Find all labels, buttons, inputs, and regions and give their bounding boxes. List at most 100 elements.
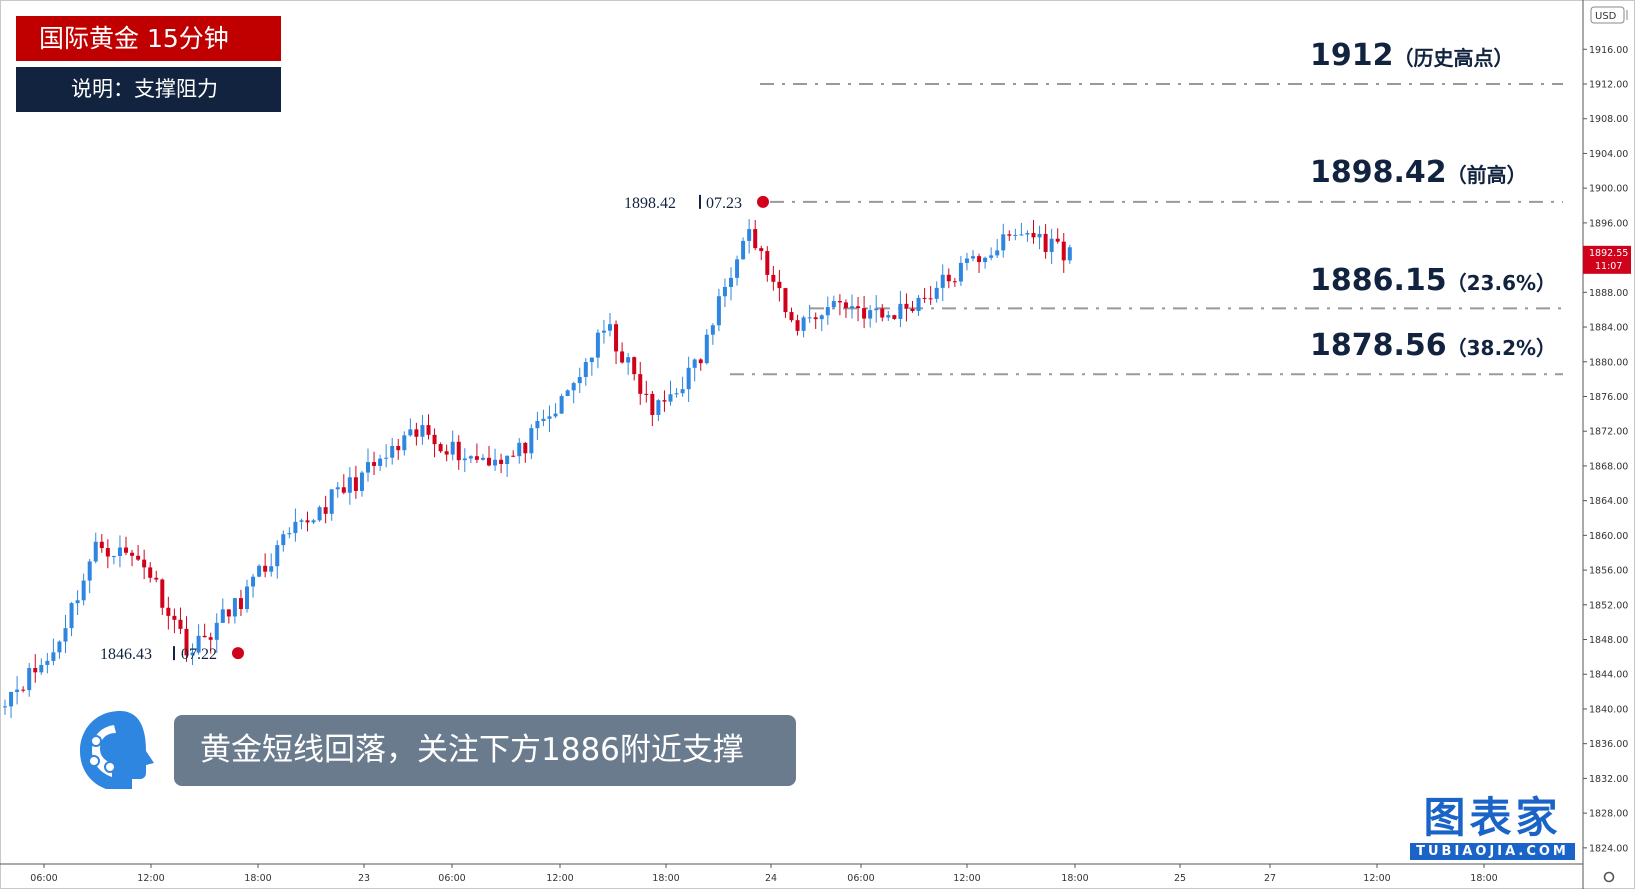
currency-box <box>1590 6 1625 24</box>
candle-body <box>983 257 988 263</box>
candle-body <box>45 660 50 665</box>
level-label-1912: 1912（历史高点） <box>1310 38 1514 73</box>
candle-body <box>517 442 522 457</box>
last-price-value: 1892.55 <box>1589 248 1628 259</box>
candle-body <box>456 441 461 461</box>
candle-body <box>831 301 836 308</box>
high-marker-price: 1898.42 <box>624 195 676 212</box>
candle-body <box>783 288 788 313</box>
candle-body <box>75 600 80 604</box>
candle-body <box>964 258 969 263</box>
candle-body <box>1055 238 1060 242</box>
candle-body <box>523 442 528 454</box>
y-tick-label: 1888.00 <box>1589 288 1628 299</box>
candle-body <box>245 586 249 610</box>
x-tick-label: 06:00 <box>30 873 57 884</box>
candle-body <box>1001 234 1006 251</box>
candle-body <box>93 541 98 562</box>
candle-body <box>196 635 201 653</box>
candle-body <box>263 565 268 572</box>
candle-body <box>166 607 171 616</box>
candle-body <box>99 541 104 549</box>
high-marker-time: 07.23 <box>706 195 742 212</box>
candle-body <box>1049 238 1054 252</box>
candle-body <box>874 308 879 311</box>
candle-body <box>595 332 600 358</box>
candle-body <box>408 429 413 436</box>
candle-body <box>15 689 20 692</box>
candle-body <box>105 548 110 557</box>
candle-body <box>402 435 407 451</box>
candle-body <box>21 689 26 691</box>
candle-body <box>154 577 159 580</box>
y-tick-label: 1824.00 <box>1589 843 1628 854</box>
candle-body <box>190 652 195 656</box>
brand-logo: 图表家 TUBIAOJIA.COM <box>1410 793 1575 860</box>
y-tick-label: 1896.00 <box>1589 218 1628 229</box>
candle-body <box>547 416 552 419</box>
candle-body <box>910 308 915 312</box>
candle-body <box>698 359 703 364</box>
candle-body <box>378 458 383 466</box>
candle-body <box>868 310 873 319</box>
candle-body <box>614 324 619 352</box>
candle-body <box>729 277 733 287</box>
x-tick-label: 06:00 <box>847 873 874 884</box>
y-tick-label: 1880.00 <box>1589 357 1628 368</box>
candle-body <box>214 622 219 640</box>
low-marker-price: 1846.43 <box>100 646 152 663</box>
candle-body <box>583 362 588 377</box>
level-note: （前高） <box>1446 163 1527 187</box>
candle-body <box>353 477 358 491</box>
candle-body <box>208 637 213 640</box>
candle-body <box>287 533 292 535</box>
candle-body <box>238 598 243 610</box>
candle-body <box>529 428 534 454</box>
candle-body <box>650 393 655 415</box>
candle-body <box>807 317 812 319</box>
candle-body <box>341 487 346 493</box>
y-tick-label: 1856.00 <box>1589 566 1628 577</box>
level-label-23-6: 1886.15（23.6%） <box>1310 263 1556 298</box>
candle-body <box>511 455 516 457</box>
candle-body <box>620 351 625 363</box>
y-tick-label: 1844.00 <box>1589 670 1628 681</box>
candle-body <box>335 487 340 490</box>
candle-body <box>396 445 401 451</box>
candle-body <box>130 552 135 556</box>
x-tick-label: 18:00 <box>1470 873 1497 884</box>
candle-body <box>971 256 975 259</box>
candle-body <box>317 507 322 521</box>
candle-body <box>184 628 189 656</box>
candle-body <box>850 306 854 308</box>
analysis-note: 黄金短线回落，关注下方1886附近支撑 <box>174 715 796 786</box>
candle-body <box>904 303 909 309</box>
chart-title: 国际黄金 15分钟 <box>16 16 281 61</box>
candle-body <box>795 320 800 331</box>
y-tick-label: 1828.00 <box>1589 809 1628 820</box>
candle-body <box>420 425 425 437</box>
candle-body <box>499 459 504 465</box>
candle-body <box>892 315 897 319</box>
y-tick-label: 1916.00 <box>1589 45 1628 56</box>
candle-body <box>704 334 709 364</box>
y-tick-label: 1868.00 <box>1589 461 1628 472</box>
candle-body <box>632 357 637 375</box>
x-tick-label: 18:00 <box>652 873 679 884</box>
candle-body <box>1007 234 1012 236</box>
y-tick-label: 1908.00 <box>1589 114 1628 125</box>
y-tick-label: 1852.00 <box>1589 600 1628 611</box>
candle-body <box>1025 233 1030 235</box>
candle-body <box>747 229 752 241</box>
last-price-tag <box>1583 245 1631 274</box>
candle-body <box>323 507 328 514</box>
candle-body <box>220 609 225 623</box>
high-marker-dot <box>757 195 769 208</box>
candle-body <box>414 429 419 437</box>
candle-body <box>474 456 479 460</box>
candle-body <box>589 357 594 363</box>
candle-body <box>608 324 612 331</box>
candle-body <box>63 628 68 642</box>
candle-body <box>202 635 207 638</box>
candle-body <box>571 383 576 391</box>
